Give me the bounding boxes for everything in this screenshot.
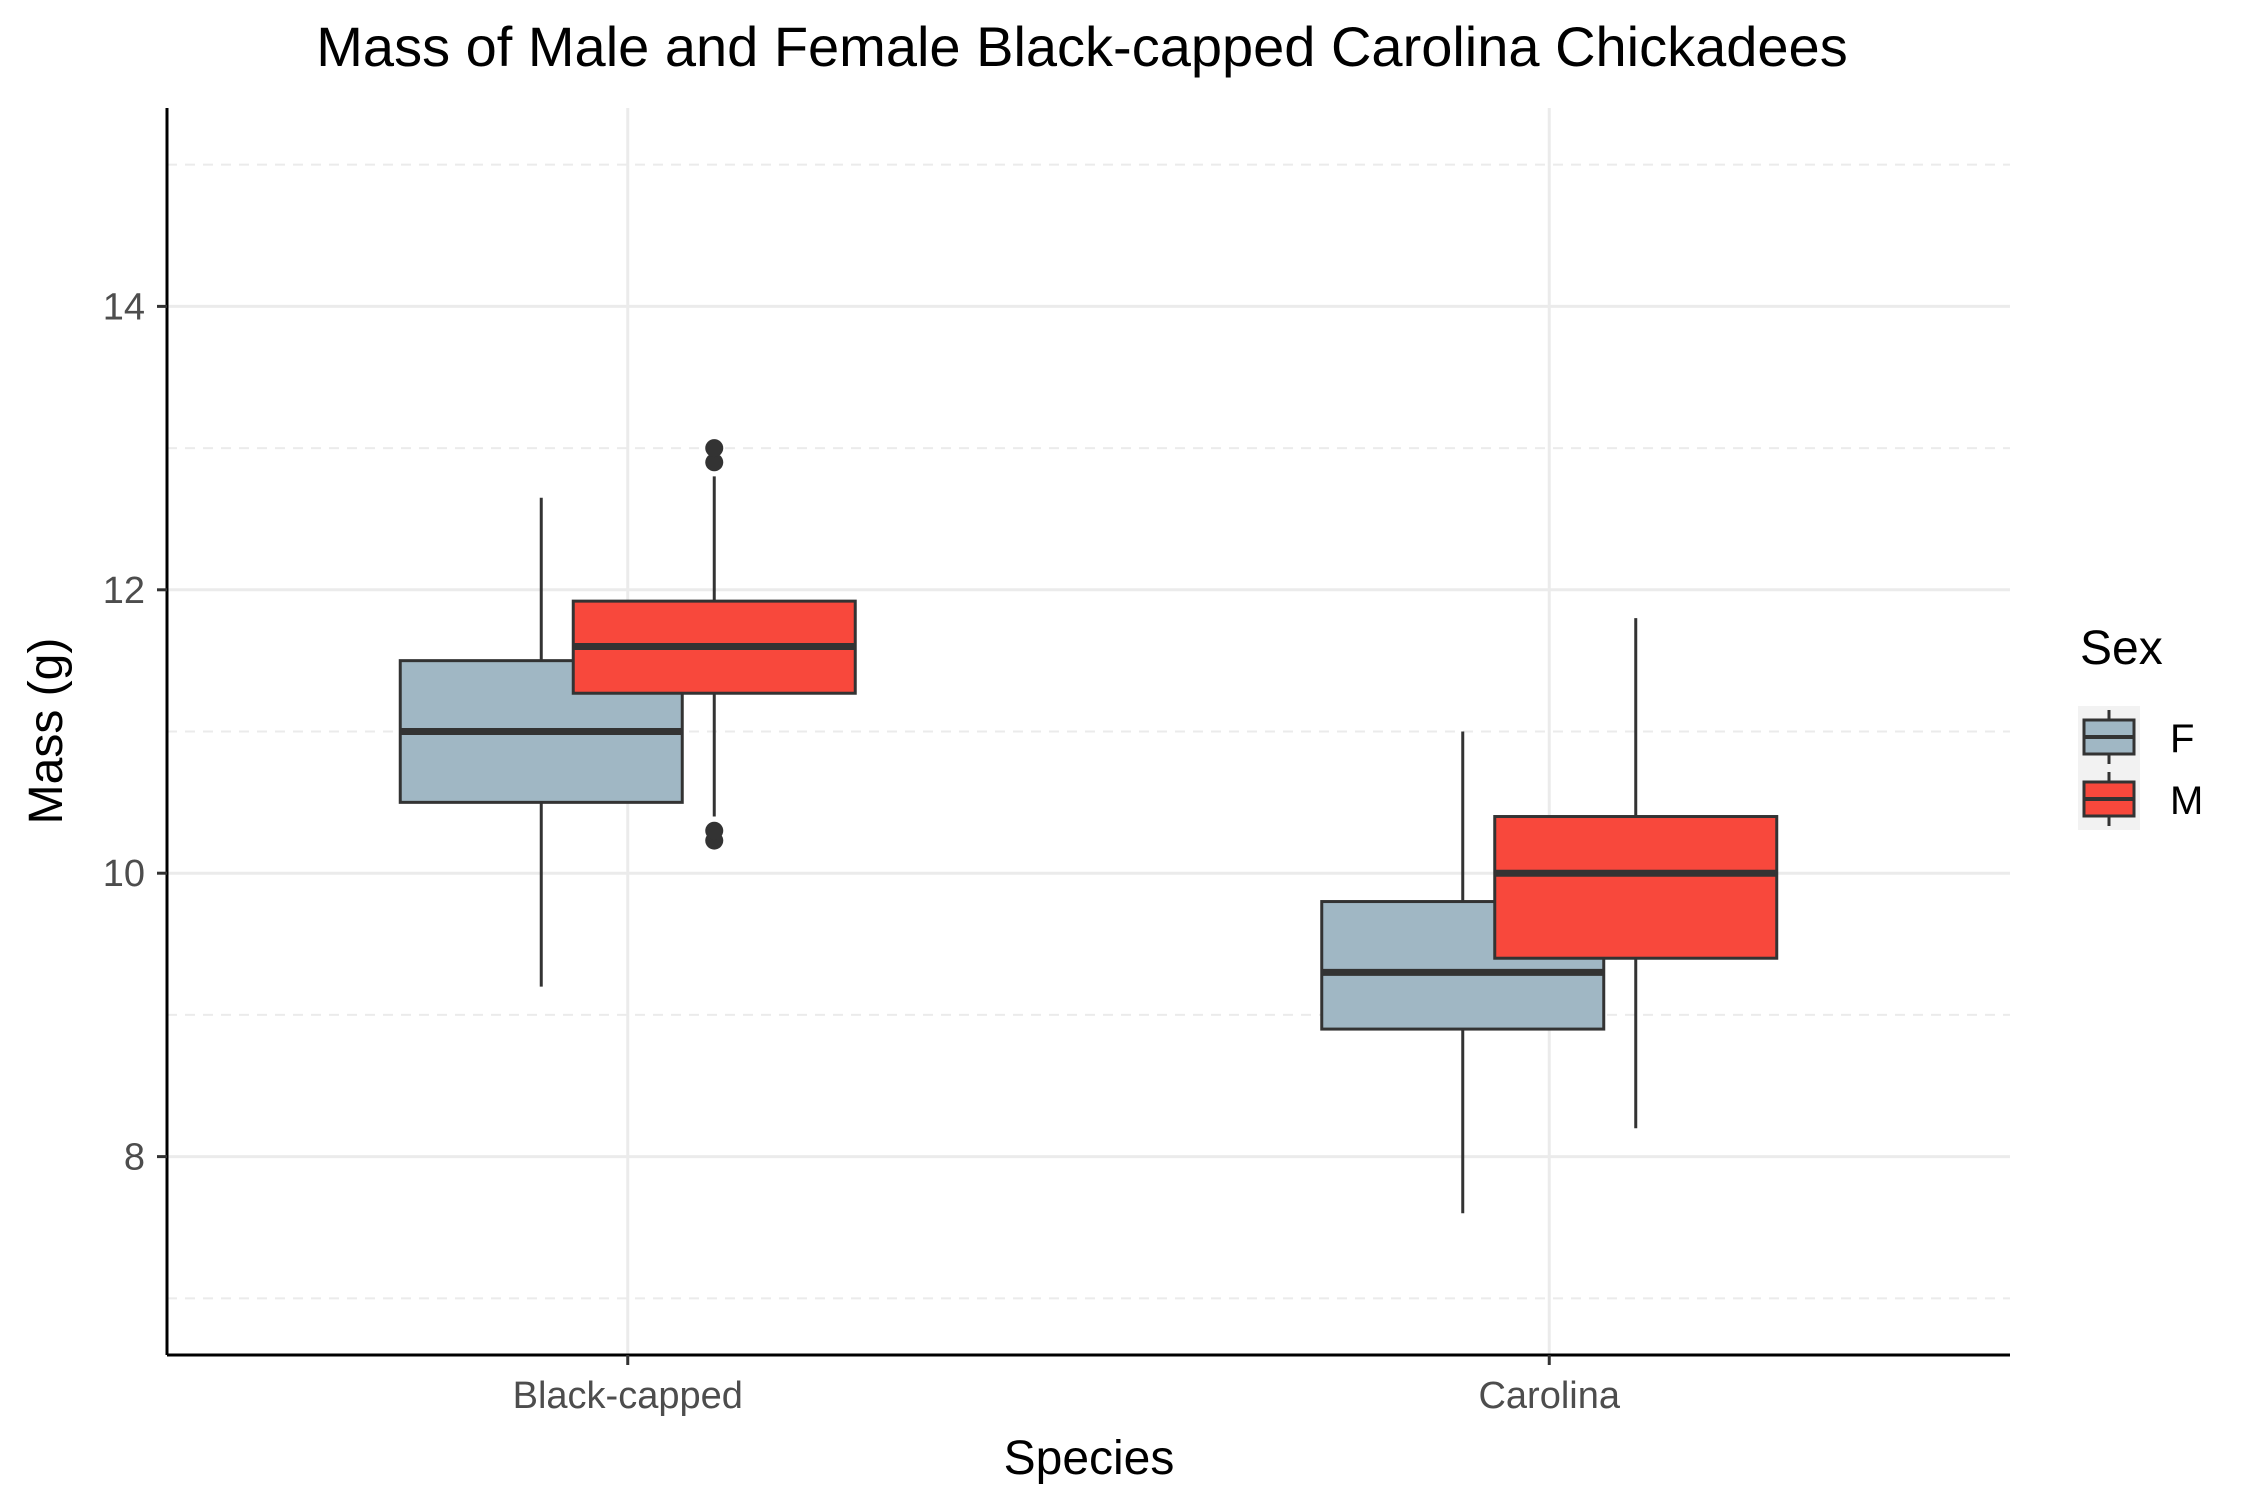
outlier-point: [705, 821, 724, 840]
box-M-black-capped: [571, 439, 857, 850]
box-M-carolina: [1493, 618, 1779, 1129]
x-tick-label: Carolina: [1478, 1375, 1620, 1417]
y-tick-label: 12: [103, 570, 145, 612]
x-tick-label: Black-capped: [513, 1375, 743, 1417]
y-tick-label: 14: [103, 286, 145, 328]
box-F-carolina: [1320, 731, 1606, 1214]
outlier-point: [705, 453, 724, 472]
outlier-point: [705, 439, 724, 458]
chart-title: Mass of Male and Female Black-capped Car…: [316, 15, 1847, 78]
legend-label-M: M: [2170, 779, 2203, 823]
y-ticks: 8 10 12 14: [103, 286, 167, 1179]
legend: Sex FM: [2078, 622, 2203, 830]
legend-label-F: F: [2170, 717, 2194, 761]
y-tick-label: 8: [124, 1137, 145, 1179]
iqr-box: [1493, 815, 1779, 960]
y-tick-label: 10: [103, 853, 145, 895]
box-F-black-capped: [398, 497, 684, 987]
y-axis-title: Mass (g): [20, 638, 73, 825]
x-axis-title: Species: [1004, 1432, 1175, 1485]
axes: [165, 108, 2010, 1357]
x-ticks: Black-capped Carolina: [513, 1355, 1621, 1417]
legend-title: Sex: [2080, 622, 2163, 675]
box-groups: [398, 439, 1779, 1214]
